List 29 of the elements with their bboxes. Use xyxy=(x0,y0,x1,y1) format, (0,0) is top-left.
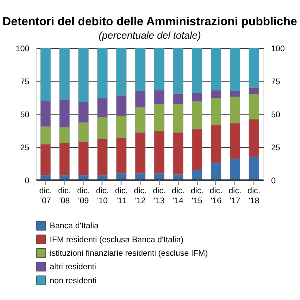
y-tick-label: 0 xyxy=(25,176,30,186)
y-tick-label: 75 xyxy=(20,77,30,86)
y-tick-label: 25 xyxy=(20,143,30,152)
y-tick-label: 50 xyxy=(20,110,30,120)
x-tick-label: dic. '17 xyxy=(228,186,242,206)
y2-tick-label: 50 xyxy=(271,110,281,120)
y2-tick-label: 25 xyxy=(271,143,281,152)
legend-label: IFM residenti (esclusa Banca d'Italia) xyxy=(50,235,184,244)
x-tick-label: dic. '14 xyxy=(172,186,185,206)
x-tick-label: dic. '12 xyxy=(134,186,147,206)
legend-label: Banca d'Italia xyxy=(50,222,100,231)
x-tick-label: dic. '11 xyxy=(115,186,128,206)
x-tick-label: dic. '13 xyxy=(153,186,166,206)
x-tick-label: dic. '07 xyxy=(39,186,52,206)
x-tick-label: dic. '09 xyxy=(77,186,90,206)
x-tick-label: dic. '18 xyxy=(248,186,261,206)
x-tick-label: dic. '15 xyxy=(190,186,204,206)
y2-tick-label: 0 xyxy=(271,176,276,186)
chart-title: Detentori del debito delle Amministrazioni pubbliche xyxy=(2,14,298,29)
legend-label: non residenti xyxy=(50,276,97,286)
y2-tick-label: 100 xyxy=(271,44,286,54)
legend-label: istituzioni finanziarie residenti (escluse IFM) xyxy=(50,249,208,258)
y-tick-label: 100 xyxy=(16,44,30,54)
y2-tick-label: 75 xyxy=(271,77,281,86)
x-tick-label: dic. '10 xyxy=(96,186,110,206)
chart-subtitle: (percentuale del totale) xyxy=(98,31,202,42)
x-tick-label: dic. '16 xyxy=(210,186,223,206)
legend-label: altri residenti xyxy=(50,262,97,272)
x-tick-label: dic. '08 xyxy=(58,186,72,206)
